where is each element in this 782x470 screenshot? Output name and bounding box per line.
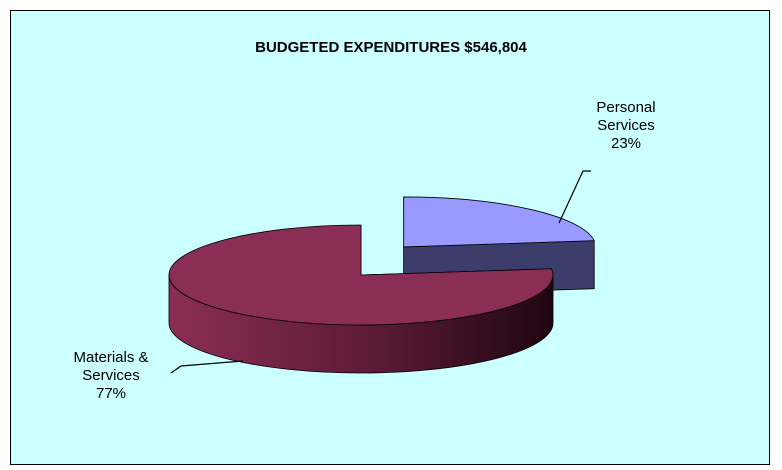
chart-title: BUDGETED EXPENDITURES $546,804 bbox=[255, 39, 527, 56]
chart-area: BUDGETED EXPENDITURES $546,804 Personal … bbox=[10, 10, 770, 465]
pie-chart-plot bbox=[168, 170, 595, 374]
pie-slice-materials-services bbox=[168, 224, 554, 374]
slice-label-materials-services: Materials & Services 77% bbox=[51, 349, 171, 403]
slice-percent-materials: 77% bbox=[95, 385, 127, 402]
slice-label-personal-line2: Services bbox=[597, 117, 655, 134]
slice-label-personal-services: Personal Services 23% bbox=[571, 99, 681, 153]
slice-label-materials-line1: Materials & bbox=[73, 349, 149, 366]
slice-percent-personal: 23% bbox=[610, 135, 642, 152]
leader-line-materials-services bbox=[170, 360, 244, 374]
leader-line-personal-services bbox=[558, 170, 591, 224]
slice-label-personal-line1: Personal bbox=[596, 99, 656, 116]
slice-label-materials-line2: Services bbox=[82, 367, 140, 384]
